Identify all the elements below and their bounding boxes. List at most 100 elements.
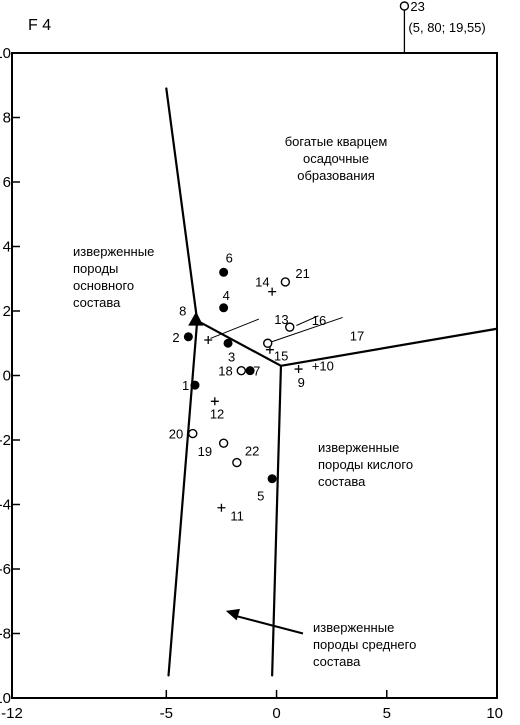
y-tick-label: 2 [3, 303, 11, 320]
point-label: 18 [218, 364, 232, 379]
point-2: 2 [172, 330, 193, 345]
region-label-2: изверженные породы основного состава [73, 244, 154, 310]
point-label: 15 [274, 349, 288, 364]
region-line: породы [73, 261, 118, 276]
region-labels: богатые кварцем осадочные образования извер… [73, 134, 416, 669]
point-marker [263, 338, 273, 348]
point-marker [219, 267, 229, 277]
y-tick-label: 4 [3, 239, 11, 256]
point-marker [218, 438, 229, 448]
point-+10: +10 [312, 359, 334, 374]
outlier-marker [399, 1, 410, 11]
point-marker [245, 366, 255, 376]
point-marker [236, 365, 246, 376]
region-line: образования [297, 168, 375, 183]
point-label: 2 [172, 330, 179, 345]
point-7: 7 [245, 364, 260, 379]
point-8: 8 [179, 304, 204, 326]
boundary-line-2 [167, 319, 199, 677]
point-marker [223, 338, 233, 348]
point-11: 11 [217, 503, 244, 524]
point-6: 6 [219, 250, 233, 277]
point-18: 18 [218, 364, 246, 379]
point-marker [190, 380, 200, 390]
y-axis-label: F 4 [28, 17, 51, 34]
point-label: 20 [169, 427, 183, 442]
point-label: 12 [210, 406, 224, 421]
point-14: 14 [255, 275, 277, 296]
region-label-1: богатые кварцем осадочные образования [285, 134, 388, 183]
boundary-line-3 [196, 319, 283, 367]
point-marker [294, 365, 303, 374]
x-tick-label: 5 [383, 705, 391, 722]
arrow-head [225, 608, 241, 621]
x-tick-label: -12 [1, 705, 23, 722]
point-label: 4 [223, 288, 230, 303]
leader-lines [210, 315, 343, 343]
region-line: основного [73, 278, 134, 293]
x-tick-label: -5 [160, 705, 173, 722]
x-tick-label: 0 [272, 705, 280, 722]
outlier-label: 23 [410, 0, 424, 14]
y-tick-label: 0 [3, 368, 11, 385]
point-marker [219, 303, 229, 313]
y-tick-label: -8 [0, 626, 11, 643]
point-marker [268, 287, 277, 296]
point-16: 16 [285, 313, 326, 332]
point-label: 11 [230, 509, 244, 524]
y-tick-label: -6 [0, 561, 11, 578]
point-label: 3 [228, 349, 235, 364]
point-label: +10 [312, 359, 334, 374]
y-tick-label: -10 [0, 690, 11, 707]
point-marker [280, 277, 291, 287]
point-22: 22 [232, 444, 259, 468]
point-marker [232, 457, 242, 468]
point-label: 22 [245, 444, 259, 459]
point-label: 14 [255, 275, 269, 290]
point-label: 6 [226, 250, 233, 265]
y-tick-label: 8 [3, 110, 11, 127]
leader-line-17 [271, 316, 343, 343]
region-label-4: изверженные породы среднего состава [313, 620, 416, 669]
leader-line-13 [210, 318, 260, 339]
point-label: 7 [253, 364, 260, 379]
point-4: 4 [219, 288, 230, 313]
region-line: состава [318, 474, 366, 489]
point-21: 21 [280, 266, 310, 287]
point-19: 19 [198, 438, 229, 459]
arrow-shaft [231, 613, 304, 635]
x-axis-ticks: -12 -5 0 5 10 [1, 690, 503, 722]
boundary-lines [165, 87, 499, 677]
point-12: 12 [210, 397, 224, 421]
point-label: 1 [182, 378, 189, 393]
boundary-line-1 [165, 87, 199, 322]
point-label: 21 [295, 266, 309, 281]
point-5: 5 [257, 474, 277, 504]
region-arrow [225, 608, 304, 635]
point-label: 13 [274, 312, 288, 327]
region-line: изверженные [313, 620, 394, 635]
point-marker [267, 474, 277, 484]
point-1: 1 [182, 378, 200, 393]
point-label: 17 [350, 328, 364, 343]
leader-line-16 [296, 315, 319, 326]
outlier-coords: (5, 80; 19,55) [408, 20, 485, 35]
point-3: 3 [223, 338, 235, 364]
point-marker [204, 336, 213, 345]
point-marker [217, 503, 226, 512]
y-tick-label: 10 [0, 45, 11, 62]
y-tick-label: -2 [0, 432, 11, 449]
point-label: 9 [298, 375, 305, 390]
region-line: породы среднего [313, 637, 416, 652]
region-line: состава [73, 295, 121, 310]
region-label-3: изверженные породы кислого состава [318, 440, 413, 489]
boundary-line-4 [271, 364, 283, 677]
outlier-point: 23 (5, 80; 19,55) [399, 0, 486, 53]
point-13: 13 [204, 312, 289, 345]
point-15: 15 [265, 345, 288, 364]
y-tick-label: -4 [0, 497, 11, 514]
point-9: 9 [294, 365, 305, 390]
point-label: 8 [179, 304, 186, 319]
